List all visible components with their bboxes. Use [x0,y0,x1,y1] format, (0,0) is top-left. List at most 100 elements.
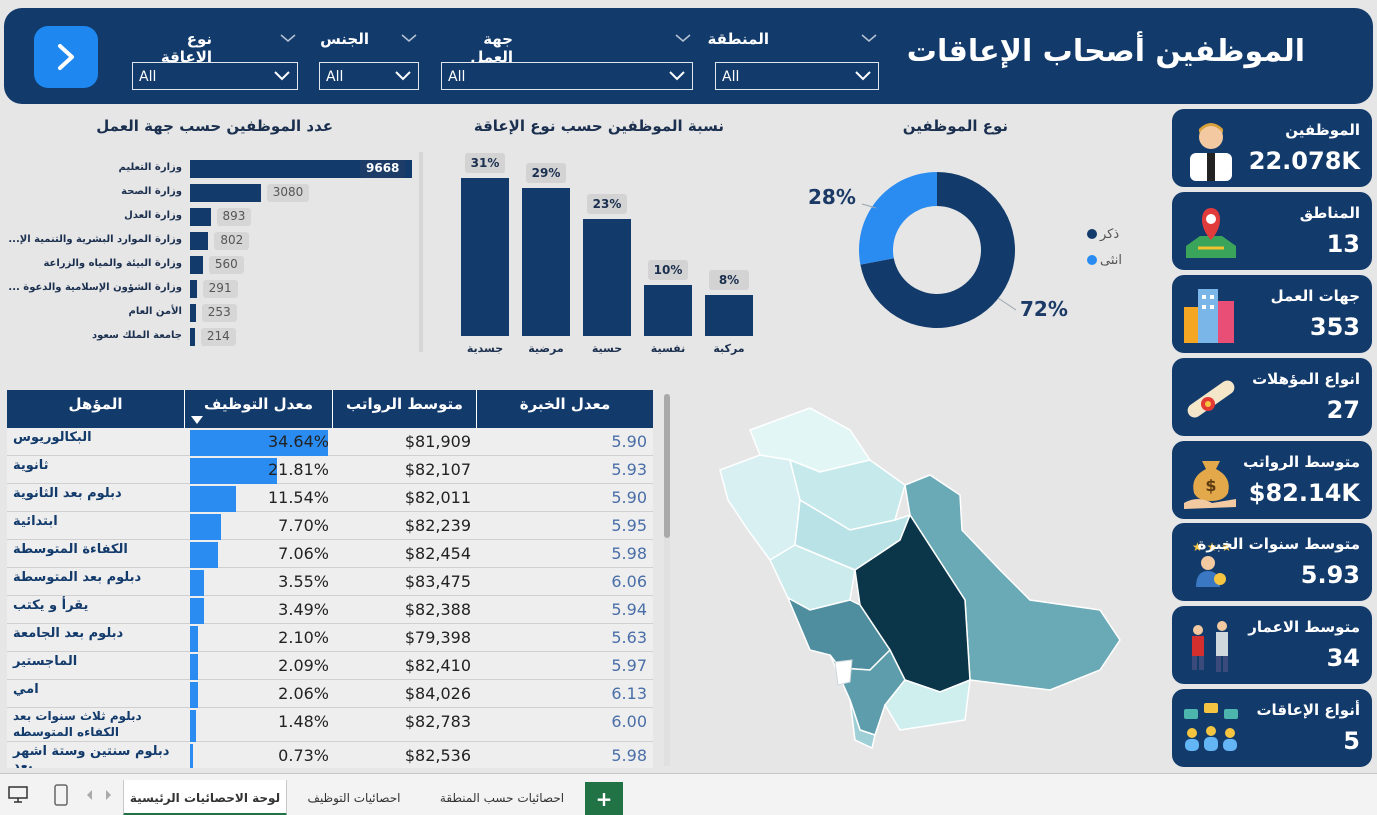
table-row[interactable]: يقرأ و يكتب 3.49% $82,388 5.94 [7,596,653,624]
table-row[interactable]: دبلوم سنتين وستة اشهر بعد 0.73% $82,536 5.9… [7,742,653,768]
experience-cell: 5.97 [611,656,647,675]
slicer-dropdown[interactable]: All [441,62,693,90]
experience-cell: 5.90 [611,432,647,451]
hbar-value-label: 253 [201,304,237,322]
header-bar: نوع الإعاقة All الجنس All جهة العمل All … [4,8,1373,104]
slicer-employer[interactable]: جهة العمل All [441,24,693,90]
qualification-cell: دبلوم بعد الجامعة [13,626,124,641]
donut-slice[interactable] [859,172,937,265]
salary-cell: $82,239 [404,516,471,535]
hbar-value-label: 214 [200,328,236,346]
kpi-employers: جهات العمل 353 [1172,275,1372,353]
table-row[interactable]: دبلوم ثلاث سنوات بعد الكفاءه المتوسطه 1.4… [7,708,653,742]
hbar-bar[interactable] [190,184,261,202]
hbar-bar[interactable] [190,304,196,322]
scrollbar-thumb[interactable] [664,394,670,538]
kpi-label: الموظفين [1285,121,1360,139]
rate-data-bar [190,570,205,596]
tab-employment-stats[interactable]: احصائيات التوظيف [307,791,401,805]
hbar-bar[interactable] [190,208,211,226]
hbar-value-label: 9668 [360,160,406,178]
employee-icon [1190,123,1232,181]
employment-rate-cell: 3.49% [278,600,329,619]
tab-region-stats[interactable]: احصائيات حسب المنطقة [439,791,565,805]
scroll-right-icon[interactable] [104,790,112,800]
kpi-disability-types: أنواع الإعاقات 5 [1172,689,1372,767]
legend-label[interactable]: ذكر [1099,227,1119,242]
hbar-bar[interactable] [190,160,412,178]
hbar-value-label: 802 [214,232,250,250]
hbar-bar[interactable] [190,280,197,298]
slicer-value: All [722,69,740,85]
donut-value-label: 72% [1020,297,1068,321]
table-row[interactable]: دبلوم بعد الثانوية 11.54% $82,011 5.90 [7,484,653,512]
kpi-employees: الموظفين 22.078K [1172,109,1372,187]
map-region-najran[interactable] [884,678,971,731]
page-tab-bar: لوحة الاحصائيات الرئيسية احصائيات التوظي… [0,773,1377,815]
vbar-bar[interactable] [461,178,509,336]
page-title: الموظفين أصحاب الإعاقات [906,34,1305,69]
slicer-dropdown[interactable]: All [715,62,879,90]
legend-label[interactable]: انثى [1100,253,1122,268]
column-qualification[interactable]: المؤهل [7,390,185,428]
salary-cell: $82,783 [404,712,471,731]
table-row[interactable]: ابتدائية 7.70% $82,239 5.95 [7,512,653,540]
slicer-dropdown[interactable]: All [319,62,419,90]
salary-cell: $82,388 [404,600,471,619]
hbar-value-label: 893 [216,208,252,226]
chart-title-gender: نوع الموظفين [902,117,1008,135]
vbar-bar[interactable] [583,218,631,336]
table-row[interactable]: الكفاءة المتوسطة 7.06% $82,454 5.98 [7,540,653,568]
donut-slice[interactable] [860,172,1015,328]
slicer-disability-type[interactable]: نوع الإعاقة All [132,24,298,90]
table-row[interactable]: البكالوريوس 34.64% $81,909 5.90 [7,428,653,456]
kpi-label: المناطق [1299,204,1360,222]
slicer-dropdown[interactable]: All [132,62,298,90]
hbar-bar[interactable] [190,256,203,274]
scrollbar[interactable] [419,152,423,352]
slicer-gender[interactable]: الجنس All [319,24,419,90]
slicer-label: نوع الإعاقة [160,30,212,66]
hbar-category-label: الأمن العام [128,306,182,317]
next-page-button[interactable] [34,26,98,88]
vbar-bar[interactable] [522,188,570,336]
map-region-jazan[interactable] [849,699,876,750]
vbar-category-label: مركبة [713,342,745,355]
map-region-baha[interactable] [834,659,853,686]
rate-data-bar [190,542,219,568]
column-average-salary[interactable]: متوسط الرواتب [333,390,477,428]
qualification-cell: امي [13,682,39,697]
chevron-down-icon [669,71,685,81]
kpi-average-salary: $ متوسط الرواتب $82.14K [1172,441,1372,519]
kpi-value: 5.93 [1300,561,1360,589]
slicer-region[interactable]: المنطقة All [708,24,879,90]
hbar-bar[interactable] [190,232,209,250]
scroll-left-icon[interactable] [86,790,94,800]
table-row[interactable]: امي 2.06% $84,026 6.13 [7,680,653,708]
column-employment-rate[interactable]: معدل التوظيف [185,390,333,428]
kpi-label: أنواع الإعاقات [1256,701,1360,719]
table-row[interactable]: الماجستير 2.09% $82,410 5.97 [7,652,653,680]
hbar-category-label: وزارة التعليم [118,162,182,173]
desktop-view-icon[interactable] [8,786,28,804]
table-row[interactable]: دبلوم بعد المتوسطة 3.55% $83,475 6.06 [7,568,653,596]
qualification-cell: الماجستير [13,654,78,669]
table-row[interactable]: دبلوم بعد الجامعة 2.10% $79,398 5.63 [7,624,653,652]
hbar-category-label: وزارة الصحة [121,186,182,197]
chevron-down-icon [861,34,877,42]
table-scrollbar[interactable] [664,394,670,766]
vbar-bar[interactable] [705,295,753,336]
tab-main-stats[interactable]: لوحة الاحصائيات الرئيسية [123,780,287,815]
add-page-button[interactable]: + [585,782,623,815]
phone-view-icon[interactable] [54,784,68,806]
hbar-bar[interactable] [190,328,195,346]
rate-data-bar [190,458,277,484]
map-region-tabuk[interactable] [719,454,801,561]
qualification-table: المؤهل معدل التوظيف متوسط الرواتب معدل ا… [7,390,653,768]
table-row[interactable]: ثانوية 21.81% $82,107 5.93 [7,456,653,484]
slicer-value: All [139,69,157,85]
kpi-value: 353 [1309,313,1360,341]
experience-cell: 6.13 [611,684,647,703]
column-average-experience[interactable]: معدل الخبرة [519,395,611,413]
vbar-bar[interactable] [644,285,692,336]
